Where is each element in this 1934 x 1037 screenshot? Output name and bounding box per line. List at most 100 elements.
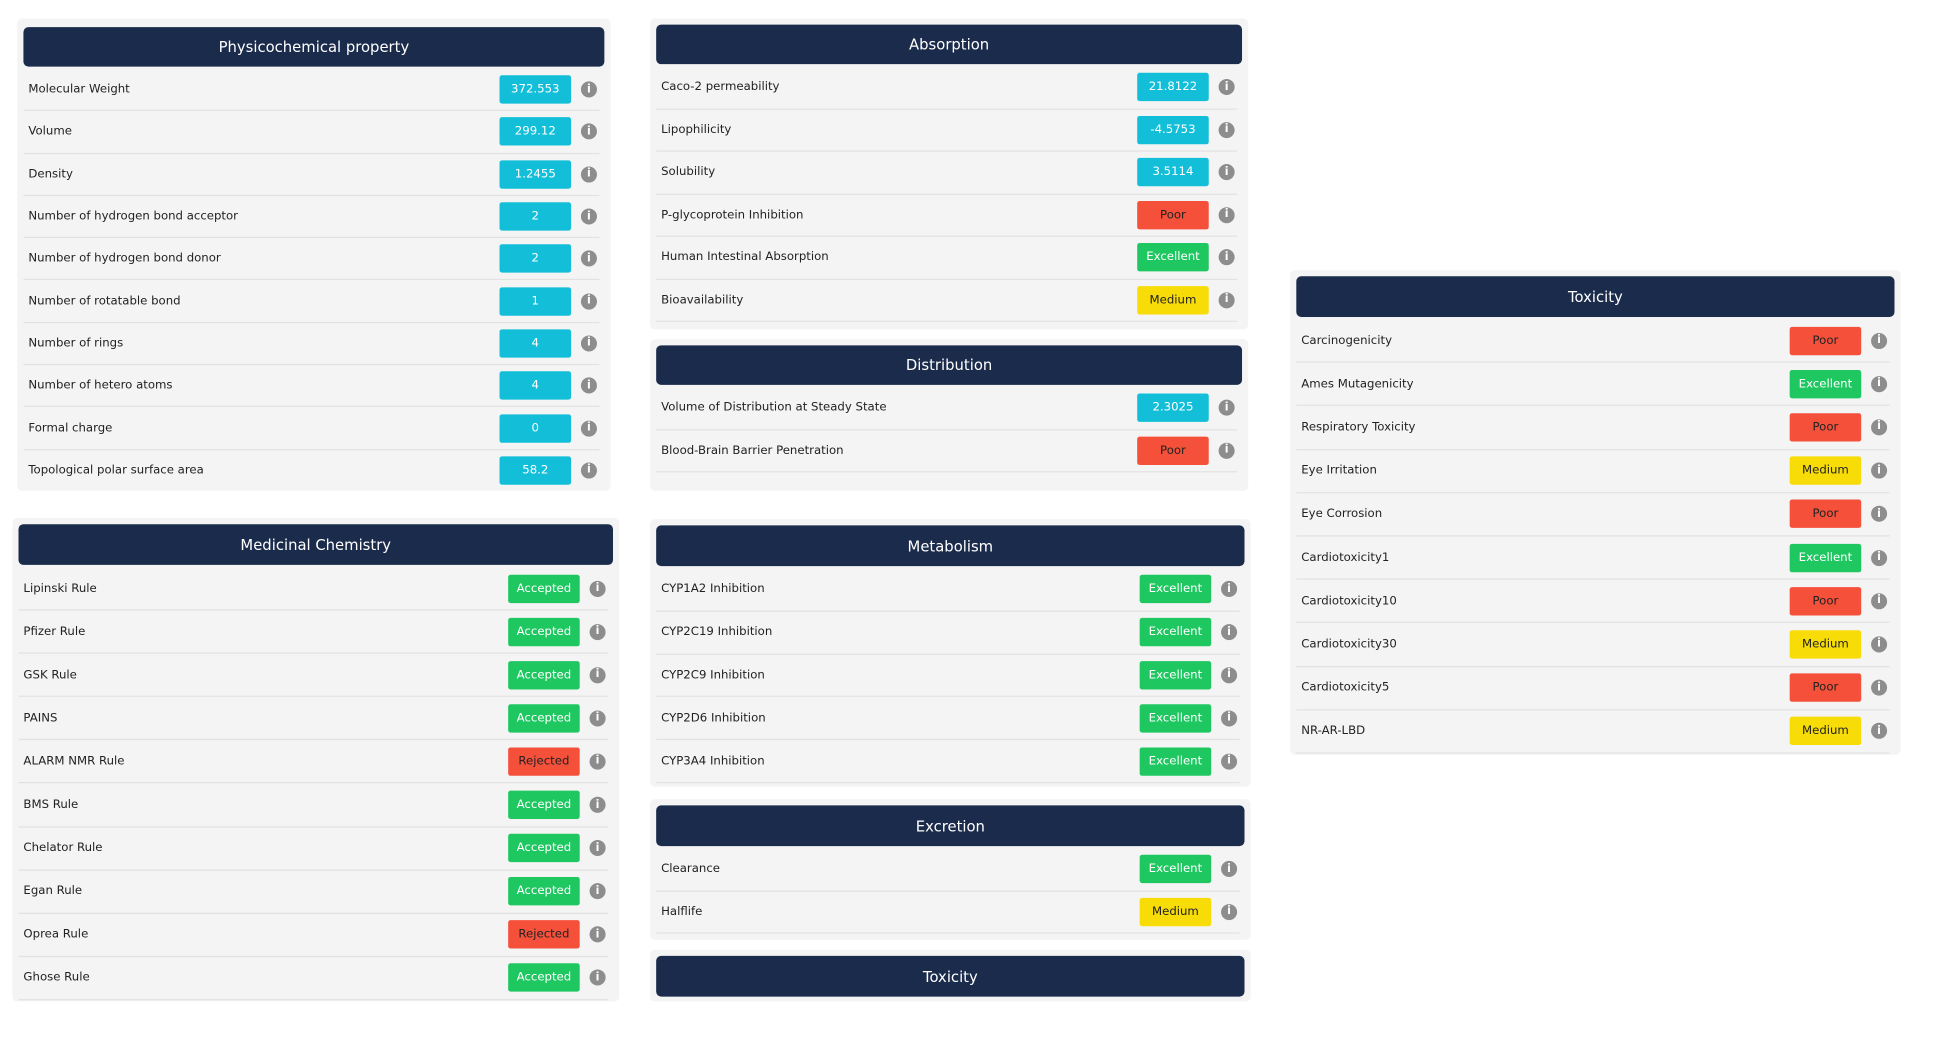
- row-label: Caco-2 permeability: [661, 80, 780, 95]
- info-icon[interactable]: i: [1871, 549, 1888, 566]
- info-icon[interactable]: i: [580, 462, 597, 479]
- info-icon[interactable]: i: [1221, 624, 1238, 641]
- status-badge: Poor: [1789, 673, 1862, 703]
- info-icon[interactable]: i: [1218, 399, 1235, 416]
- status-badge: 1: [499, 286, 572, 316]
- status-badge: 4: [499, 329, 572, 358]
- info-icon[interactable]: i: [1221, 753, 1238, 770]
- info-icon[interactable]: i: [580, 420, 597, 437]
- info-icon[interactable]: i: [1218, 442, 1235, 459]
- info-icon[interactable]: i: [1221, 710, 1238, 727]
- row-label: Pfizer Rule: [23, 624, 86, 639]
- row: Eye Irritation Medium i: [1296, 450, 1890, 494]
- info-icon[interactable]: i: [580, 81, 597, 98]
- info-icon[interactable]: i: [1218, 79, 1235, 96]
- info-icon[interactable]: i: [1871, 462, 1888, 479]
- row-label: Lipophilicity: [661, 123, 732, 137]
- info-icon[interactable]: i: [589, 840, 606, 857]
- info-icon[interactable]: i: [589, 926, 606, 943]
- info-icon[interactable]: i: [1871, 419, 1888, 436]
- info-icon[interactable]: i: [589, 623, 606, 640]
- info-icon[interactable]: i: [1221, 581, 1238, 598]
- info-icon[interactable]: i: [1218, 121, 1235, 138]
- info-icon[interactable]: i: [1871, 723, 1888, 740]
- row: PAINS Accepted i: [18, 697, 609, 741]
- info-icon[interactable]: i: [1871, 679, 1888, 696]
- info-icon[interactable]: i: [1221, 861, 1238, 878]
- status-badge: 3.5114: [1137, 158, 1209, 187]
- status-badge: Poor: [1789, 413, 1862, 442]
- info-icon[interactable]: i: [1218, 164, 1235, 181]
- row-label: Number of rotatable bond: [28, 294, 181, 308]
- info-icon[interactable]: i: [589, 969, 606, 987]
- row: Carcinogenicity Poor i: [1296, 319, 1890, 363]
- status-badge: 299.12: [499, 117, 572, 147]
- row: Pfizer Rule Accepted i: [18, 611, 609, 654]
- status-badge: Accepted: [508, 704, 580, 733]
- row-label: Bioavailability: [661, 293, 744, 307]
- panel-header: Medicinal Chemistry: [18, 524, 613, 565]
- status-badge: 0: [499, 413, 572, 443]
- row: BMS Rule Accepted i: [18, 784, 609, 828]
- row: P-glycoprotein Inhibition Poor i: [656, 194, 1238, 237]
- row: Chelator Rule Accepted i: [18, 827, 609, 871]
- status-badge: 2.3025: [1137, 393, 1209, 423]
- info-icon[interactable]: i: [589, 666, 606, 683]
- row-label: Chelator Rule: [23, 841, 103, 855]
- panel-header: Toxicity: [1296, 276, 1895, 317]
- info-icon[interactable]: i: [1871, 332, 1888, 349]
- panel-header: Physicochemical property: [23, 27, 605, 67]
- info-icon[interactable]: i: [1221, 667, 1238, 684]
- status-badge: 2: [499, 202, 572, 231]
- row-label: P-glycoprotein Inhibition: [661, 208, 804, 222]
- row: Cardiotoxicity30 Medium i: [1296, 623, 1890, 667]
- status-badge: Excellent: [1789, 543, 1862, 572]
- info-icon[interactable]: i: [1218, 206, 1235, 223]
- info-icon[interactable]: i: [1221, 903, 1238, 920]
- row: Blood-Brain Barrier Penetration Poor i: [656, 430, 1238, 473]
- info-icon[interactable]: i: [589, 753, 606, 770]
- info-icon[interactable]: i: [1871, 506, 1888, 523]
- row-label: CYP3A4 Inhibition: [661, 754, 765, 768]
- row: Cardiotoxicity1 Excellent i: [1296, 537, 1890, 580]
- row: Egan Rule Accepted i: [18, 870, 609, 914]
- row: Human Intestinal Absorption Excellent i: [656, 237, 1238, 280]
- info-icon[interactable]: i: [580, 335, 597, 352]
- info-icon[interactable]: i: [580, 250, 597, 267]
- info-icon[interactable]: i: [589, 883, 606, 900]
- row: ALARM NMR Rule Rejected i: [18, 741, 609, 784]
- row: Number of hydrogen bond acceptor 2 i: [23, 196, 600, 239]
- row: Number of rings 4 i: [23, 323, 600, 366]
- status-badge: Medium: [1789, 456, 1862, 485]
- info-icon[interactable]: i: [1218, 292, 1235, 309]
- info-icon[interactable]: i: [1871, 375, 1888, 392]
- status-badge: 21.8122: [1137, 73, 1209, 102]
- row-label: Cardiotoxicity30: [1301, 637, 1397, 652]
- info-icon[interactable]: i: [580, 293, 597, 310]
- info-icon[interactable]: i: [589, 710, 606, 727]
- row-label: Ames Mutagenicity: [1301, 377, 1414, 391]
- info-icon[interactable]: i: [1218, 249, 1235, 266]
- status-badge: 1.2455: [499, 160, 572, 189]
- status-badge: Excellent: [1139, 704, 1212, 733]
- status-badge: Medium: [1139, 897, 1212, 927]
- info-icon[interactable]: i: [589, 796, 606, 813]
- info-icon[interactable]: i: [1871, 592, 1888, 610]
- row-label: BMS Rule: [23, 798, 79, 812]
- info-icon[interactable]: i: [580, 208, 597, 225]
- status-badge: Accepted: [508, 877, 580, 906]
- info-icon[interactable]: i: [580, 166, 597, 183]
- info-icon[interactable]: i: [580, 123, 597, 140]
- row-label: Number of hydrogen bond donor: [28, 252, 221, 266]
- row-label: CYP2C9 Inhibition: [661, 668, 765, 683]
- row-label: Egan Rule: [23, 884, 83, 899]
- row-label: Volume of Distribution at Steady State: [661, 401, 887, 415]
- info-icon[interactable]: i: [1871, 636, 1888, 653]
- info-icon[interactable]: i: [580, 377, 597, 394]
- row: CYP3A4 Inhibition Excellent i: [656, 740, 1240, 784]
- info-icon[interactable]: i: [589, 580, 606, 597]
- status-badge: 372.553: [499, 75, 572, 104]
- row-label: Density: [28, 167, 73, 181]
